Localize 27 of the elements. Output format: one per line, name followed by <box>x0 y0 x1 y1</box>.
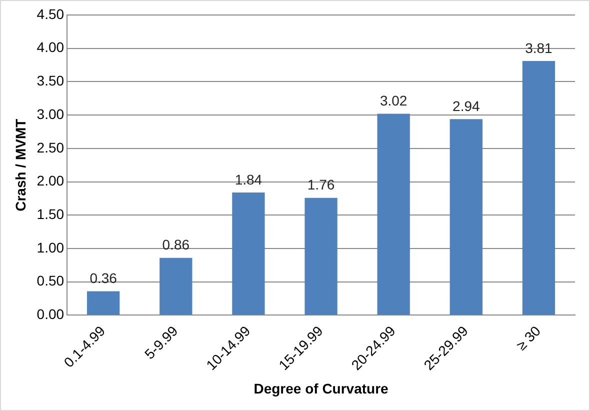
y-tick-label: 3.50 <box>36 72 64 89</box>
y-tick-label: 1.50 <box>36 206 64 222</box>
y-tick-label: 4.50 <box>36 6 64 22</box>
bar <box>304 198 338 315</box>
x-axis-title: Degree of Curvature <box>254 380 389 396</box>
x-tick-label: ≥ 30 <box>513 322 544 354</box>
bar <box>160 258 192 315</box>
y-tick-label: 2.00 <box>36 172 64 189</box>
bar <box>450 119 482 315</box>
data-label: 3.81 <box>525 40 553 56</box>
bar <box>522 61 556 315</box>
y-tick-label: 2.50 <box>36 139 64 156</box>
y-tick-label: 0.50 <box>36 272 64 289</box>
y-tick-label: 3.00 <box>36 106 64 122</box>
y-tick-label: 4.00 <box>36 39 64 56</box>
data-label: 0.36 <box>90 270 118 286</box>
y-tick-label: 1.00 <box>36 239 64 256</box>
data-label: 0.86 <box>162 236 190 253</box>
y-tick-label: 0.00 <box>36 306 64 322</box>
bar <box>87 291 120 315</box>
bar <box>377 114 410 315</box>
data-label: 1.84 <box>234 171 262 188</box>
y-axis-title: Crash / MVMT <box>12 118 28 212</box>
bar <box>232 192 265 315</box>
data-label: 2.94 <box>452 98 480 114</box>
data-label: 1.76 <box>307 176 335 193</box>
data-label: 3.02 <box>380 92 408 109</box>
